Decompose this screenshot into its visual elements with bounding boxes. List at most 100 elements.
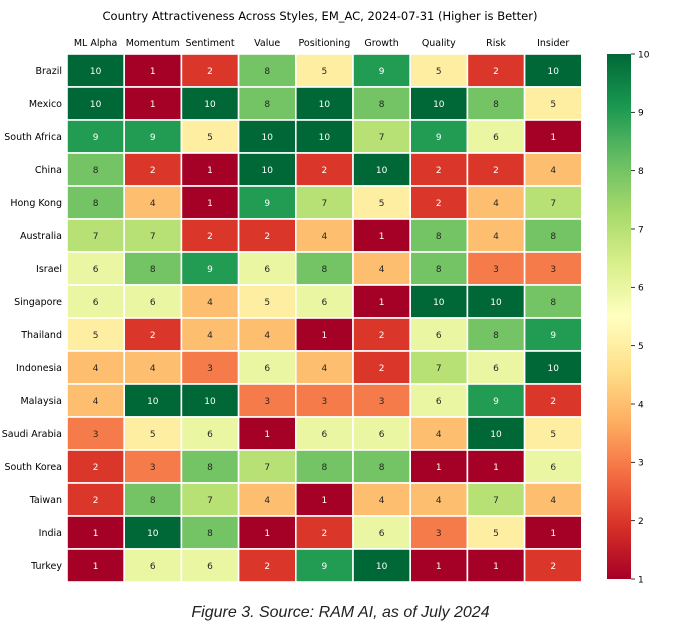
cell-value-label: 5 <box>379 199 385 209</box>
cell-value-label: 2 <box>264 232 270 242</box>
cell-value-label: 1 <box>264 430 270 440</box>
cell-value-label: 4 <box>264 331 270 341</box>
cell-value-label: 4 <box>264 496 270 506</box>
cell-value-label: 8 <box>379 463 385 473</box>
cell-value-label: 4 <box>93 364 99 374</box>
cell-value-label: 6 <box>264 265 270 275</box>
cell-value-label: 8 <box>322 463 328 473</box>
cell-value-label: 3 <box>207 364 213 374</box>
cell-value-label: 6 <box>436 331 442 341</box>
heatmap-cell <box>123 317 183 352</box>
heatmap-cell <box>123 152 183 187</box>
colorbar-tick-label: 2 <box>638 517 644 527</box>
cell-value-label: 10 <box>261 166 273 176</box>
heatmap-cell <box>523 482 583 517</box>
heatmap-cell <box>66 119 126 154</box>
heatmap-cell <box>180 218 240 253</box>
heatmap-cell <box>523 284 583 319</box>
cell-value-label: 4 <box>550 166 556 176</box>
row-label: Israel <box>36 264 62 275</box>
cell-value-label: 8 <box>550 232 556 242</box>
heatmap-cell <box>352 383 412 418</box>
cell-value-label: 1 <box>322 331 328 341</box>
row-label: Indonesia <box>16 363 62 374</box>
heatmap-cell <box>523 548 583 583</box>
heatmap-cell <box>409 251 469 286</box>
cell-value-label: 8 <box>207 463 213 473</box>
cell-value-label: 8 <box>93 199 99 209</box>
cell-value-label: 1 <box>436 463 442 473</box>
cell-value-label: 6 <box>550 463 556 473</box>
row-label: Taiwan <box>29 495 62 506</box>
row-label: Mexico <box>29 99 62 110</box>
cell-value-label: 8 <box>493 331 499 341</box>
cell-value-label: 6 <box>493 364 499 374</box>
heatmap-cell <box>66 284 126 319</box>
column-label: Insider <box>537 38 569 49</box>
heatmap-cell <box>180 416 240 451</box>
row-labels: Brazil Mexico South Africa China Hong Kong Au… <box>2 66 63 572</box>
heatmap-cell <box>294 251 354 286</box>
cell-value-label: 2 <box>322 529 328 539</box>
column-label: Momentum <box>126 38 180 49</box>
heatmap-cell <box>123 449 183 484</box>
heatmap-cell <box>66 185 126 220</box>
colorbar-tick-label: 9 <box>638 109 644 119</box>
heatmap-cell <box>180 482 240 517</box>
column-label: Risk <box>486 38 506 49</box>
heatmap-cell <box>523 383 583 418</box>
cell-value-label: 7 <box>379 133 385 143</box>
cell-value-label: 1 <box>207 199 213 209</box>
row-label: Australia <box>20 231 62 242</box>
heatmap-cell <box>352 350 412 385</box>
row-label: Saudi Arabia <box>2 429 62 440</box>
heatmap-cell <box>294 218 354 253</box>
heatmap-cell <box>523 350 583 385</box>
heatmap-cell <box>66 383 126 418</box>
cell-value-label: 4 <box>150 199 156 209</box>
cell-value-label: 2 <box>207 232 213 242</box>
cell-value-label: 4 <box>379 265 385 275</box>
row-label: Brazil <box>35 66 62 77</box>
cell-value-label: 8 <box>207 529 213 539</box>
cell-value-label: 4 <box>550 496 556 506</box>
cell-value-label: 2 <box>150 166 156 176</box>
cell-value-label: 7 <box>93 232 99 242</box>
cell-value-label: 5 <box>322 67 328 77</box>
row-label: South Africa <box>4 132 62 143</box>
cell-value-label: 8 <box>264 100 270 110</box>
cell-value-label: 1 <box>150 67 156 77</box>
cell-value-label: 6 <box>322 298 328 308</box>
cell-value-label: 8 <box>436 265 442 275</box>
cell-value-label: 5 <box>550 430 556 440</box>
heatmap-cell <box>180 515 240 550</box>
cell-value-label: 8 <box>150 265 156 275</box>
cell-value-label: 3 <box>93 430 99 440</box>
cell-value-label: 6 <box>493 133 499 143</box>
heatmap-cell <box>66 218 126 253</box>
heatmap-cell <box>294 86 354 121</box>
cell-value-label: 2 <box>436 166 442 176</box>
colorbar-gradient <box>607 54 631 579</box>
cell-value-label: 1 <box>93 562 99 572</box>
heatmap-cells: 10 1 2 8 5 9 5 2 10 10 1 10 8 10 8 10 8 5 9 9 5 10 10 7 9 6 1 8 2 1 10… <box>66 53 583 583</box>
heatmap-cell <box>180 119 240 154</box>
heatmap-cell <box>409 86 469 121</box>
cell-value-label: 2 <box>264 562 270 572</box>
heatmap-cell <box>66 251 126 286</box>
cell-value-label: 6 <box>150 562 156 572</box>
cell-value-label: 2 <box>379 364 385 374</box>
cell-value-label: 10 <box>547 364 559 374</box>
cell-value-label: 6 <box>150 298 156 308</box>
heatmap-cell <box>294 119 354 154</box>
cell-value-label: 5 <box>93 331 99 341</box>
heatmap-cell <box>466 218 526 253</box>
cell-value-label: 10 <box>376 562 388 572</box>
cell-value-label: 8 <box>93 166 99 176</box>
heatmap-cell <box>352 317 412 352</box>
cell-value-label: 10 <box>261 133 273 143</box>
cell-value-label: 1 <box>264 529 270 539</box>
heatmap-cell <box>123 119 183 154</box>
cell-value-label: 10 <box>490 298 502 308</box>
cell-value-label: 4 <box>493 199 499 209</box>
